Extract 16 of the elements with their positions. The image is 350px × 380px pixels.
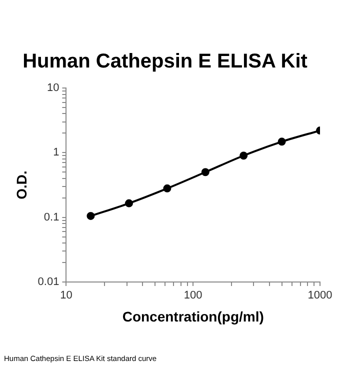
y-tick-label: 1 xyxy=(53,146,60,159)
point xyxy=(86,212,95,220)
x-tick-label: 1000 xyxy=(308,290,332,302)
point xyxy=(278,138,286,146)
point xyxy=(125,199,134,208)
chart-title: Human Cathepsin E ELISA Kit xyxy=(22,50,308,73)
point xyxy=(201,168,210,176)
y-tick-label: 0.1 xyxy=(44,211,60,224)
y-tick-label: 10 xyxy=(46,82,60,94)
point xyxy=(163,184,172,192)
y-tick-label: 0.01 xyxy=(38,276,60,288)
x-tick-label: 100 xyxy=(184,290,202,302)
y-axis-title: O.D. xyxy=(13,170,30,200)
x-tick-label: 10 xyxy=(60,290,72,302)
point xyxy=(240,152,248,160)
x-axis-title: Concentration(pg/ml) xyxy=(122,308,264,324)
